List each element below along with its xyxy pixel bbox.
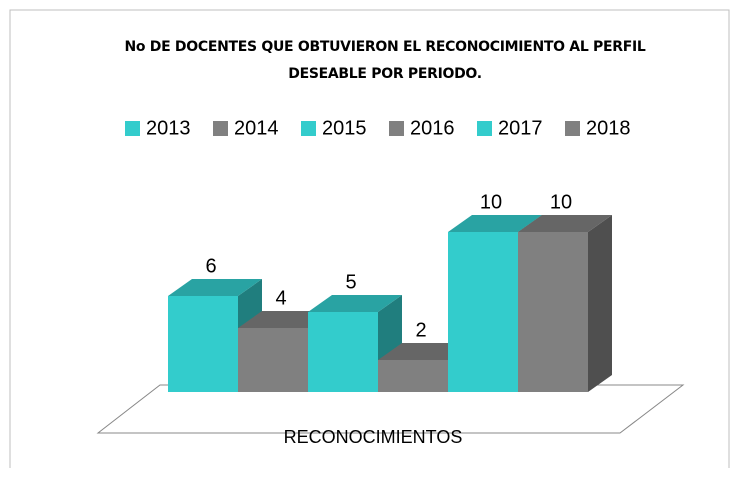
data-label: 6: [205, 255, 216, 277]
legend-label: 2016: [410, 117, 455, 139]
legend-label: 2015: [322, 117, 367, 139]
legend-swatch: [125, 121, 140, 136]
bar-top: [168, 279, 262, 296]
bar: [448, 232, 518, 392]
bar: [238, 328, 308, 392]
data-label: 10: [480, 191, 502, 213]
legend-label: 2017: [498, 117, 543, 139]
bar: [378, 360, 448, 392]
bar-top: [308, 295, 402, 312]
legend-swatch: [565, 121, 580, 136]
bar-top: [448, 215, 542, 232]
chart-frame: [9, 9, 730, 468]
x-tick-label: RECONOCIMIENTOS: [284, 427, 463, 447]
floor: [96, 384, 685, 434]
data-label: 4: [275, 287, 286, 309]
bar: [518, 232, 588, 392]
chart-title: No DE DOCENTES QUE OBTUVIERON EL RECONOC…: [124, 39, 646, 82]
bar-side: [588, 215, 612, 392]
legend-swatch: [477, 121, 492, 136]
legend-swatch: [301, 121, 316, 136]
bar: [308, 312, 378, 392]
bar-top: [518, 215, 612, 232]
legend-swatch: [389, 121, 404, 136]
legend-label: 2018: [586, 117, 631, 139]
data-label: 5: [345, 271, 356, 293]
data-label: 10: [550, 191, 572, 213]
legend-label: 2013: [146, 117, 191, 139]
legend-swatch: [213, 121, 228, 136]
legend-label: 2014: [234, 117, 279, 139]
bar: [168, 296, 238, 392]
data-label: 2: [415, 319, 426, 341]
